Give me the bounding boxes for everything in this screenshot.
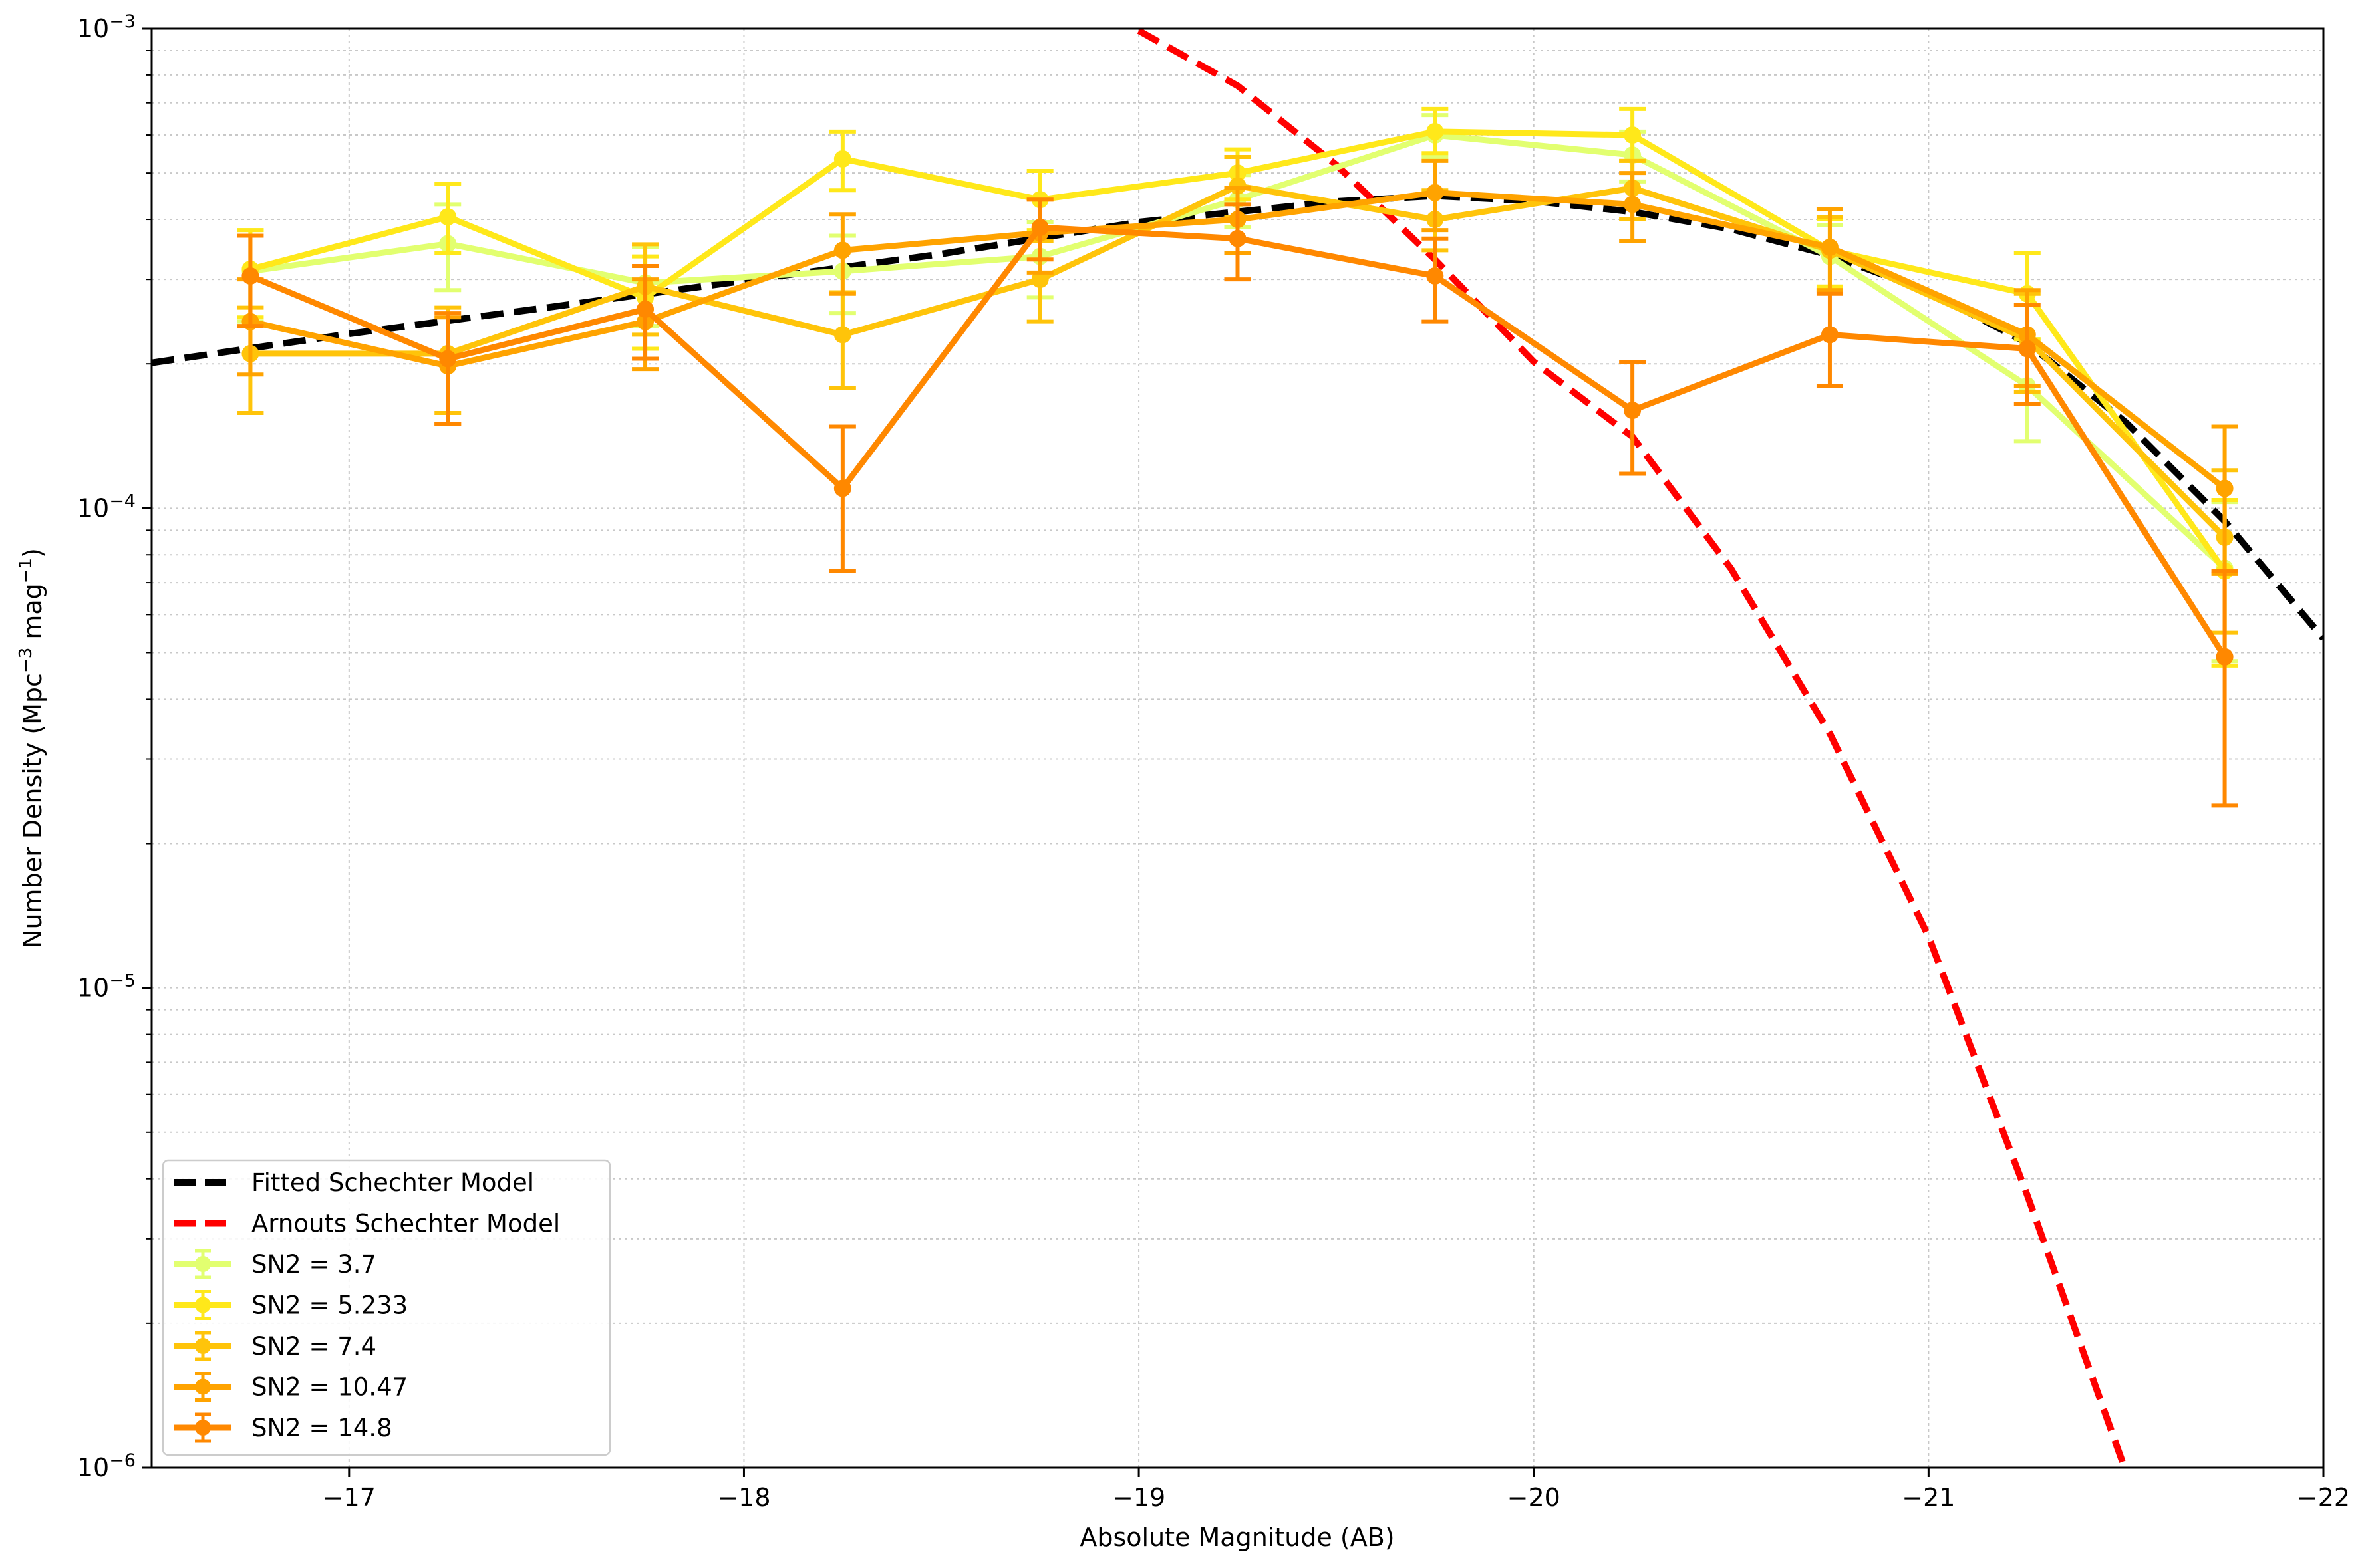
data-point: [2018, 340, 2036, 358]
x-tick-label: −19: [1112, 1483, 1165, 1512]
legend-swatch-marker: [195, 1420, 211, 1436]
legend-entry: SN2 = 5.233: [174, 1290, 408, 1320]
legend-label: SN2 = 7.4: [251, 1332, 376, 1361]
y-axis-label: Number Density (Mpc−3 mag−1): [16, 548, 47, 948]
data-point: [439, 208, 457, 226]
data-point: [637, 300, 655, 318]
data-point: [2216, 648, 2234, 666]
x-tick-label: −21: [1902, 1483, 1955, 1512]
legend-swatch-marker: [195, 1297, 211, 1313]
y-tick-label: 10−5: [77, 970, 136, 1003]
legend-entry: SN2 = 3.7: [174, 1249, 376, 1279]
x-axis-label: Absolute Magnitude (AB): [1080, 1523, 1394, 1552]
y-tick-label: 10−3: [77, 11, 136, 44]
data-point: [833, 326, 851, 344]
y-tick-label: 10−4: [77, 491, 136, 523]
y-axis-label-sup: −3: [16, 648, 36, 673]
data-point: [1624, 196, 1642, 213]
legend-label: SN2 = 14.8: [251, 1414, 392, 1442]
data-point: [241, 267, 259, 285]
legend-swatch-marker: [195, 1378, 211, 1395]
y-axis-label-part: Number Density (Mpc: [18, 673, 47, 948]
legend-swatch-marker: [195, 1338, 211, 1354]
legend-label: SN2 = 5.233: [251, 1291, 408, 1320]
legend-entry: SN2 = 10.47: [174, 1372, 408, 1402]
data-point: [1821, 238, 1839, 256]
data-point: [439, 350, 457, 368]
data-point: [2216, 479, 2234, 497]
legend-label: SN2 = 3.7: [251, 1250, 376, 1279]
y-axis-label-part: ): [18, 548, 47, 558]
x-tick-label: −20: [1507, 1483, 1560, 1512]
legend-entry: SN2 = 14.8: [174, 1412, 392, 1443]
data-point: [833, 479, 851, 497]
data-point: [1624, 402, 1642, 420]
data-point: [1229, 177, 1247, 195]
data-point: [1031, 219, 1049, 237]
data-point: [1031, 271, 1049, 289]
data-point: [1426, 122, 1444, 140]
data-point: [1426, 267, 1444, 285]
y-axis-label-part: mag: [18, 583, 47, 648]
data-point: [833, 150, 851, 168]
legend-label: SN2 = 10.47: [251, 1373, 408, 1402]
data-point: [1229, 229, 1247, 247]
data-point: [1821, 326, 1839, 344]
legend-entry: SN2 = 7.4: [174, 1331, 376, 1361]
legend-box: [162, 1159, 611, 1456]
x-tick-label: −17: [323, 1483, 376, 1512]
data-series: [237, 106, 2238, 808]
axis-ticks: −17 −18 −19 −20 −21 −22 10−3 10−4 10−5 10−6: [77, 11, 2350, 1513]
y-axis-label-sup: −1: [16, 558, 36, 583]
legend-entry: Fitted Schechter Model: [174, 1168, 534, 1197]
legend-label: Arnouts Schechter Model: [251, 1210, 560, 1238]
series-5: [237, 197, 2238, 808]
legend-swatch-marker: [195, 1256, 211, 1272]
legend: Fitted Schechter Model Arnouts Schechter …: [162, 1159, 611, 1456]
x-tick-label: −18: [717, 1483, 770, 1512]
data-point: [1624, 126, 1642, 144]
data-point: [1426, 184, 1444, 201]
plot-frame: [150, 27, 2325, 1469]
data-point: [833, 241, 851, 259]
x-tick-label: −22: [2297, 1483, 2350, 1512]
legend-entry: Arnouts Schechter Model: [174, 1210, 560, 1238]
legend-label: Fitted Schechter Model: [251, 1168, 534, 1197]
y-tick-label: 10−6: [77, 1450, 136, 1483]
